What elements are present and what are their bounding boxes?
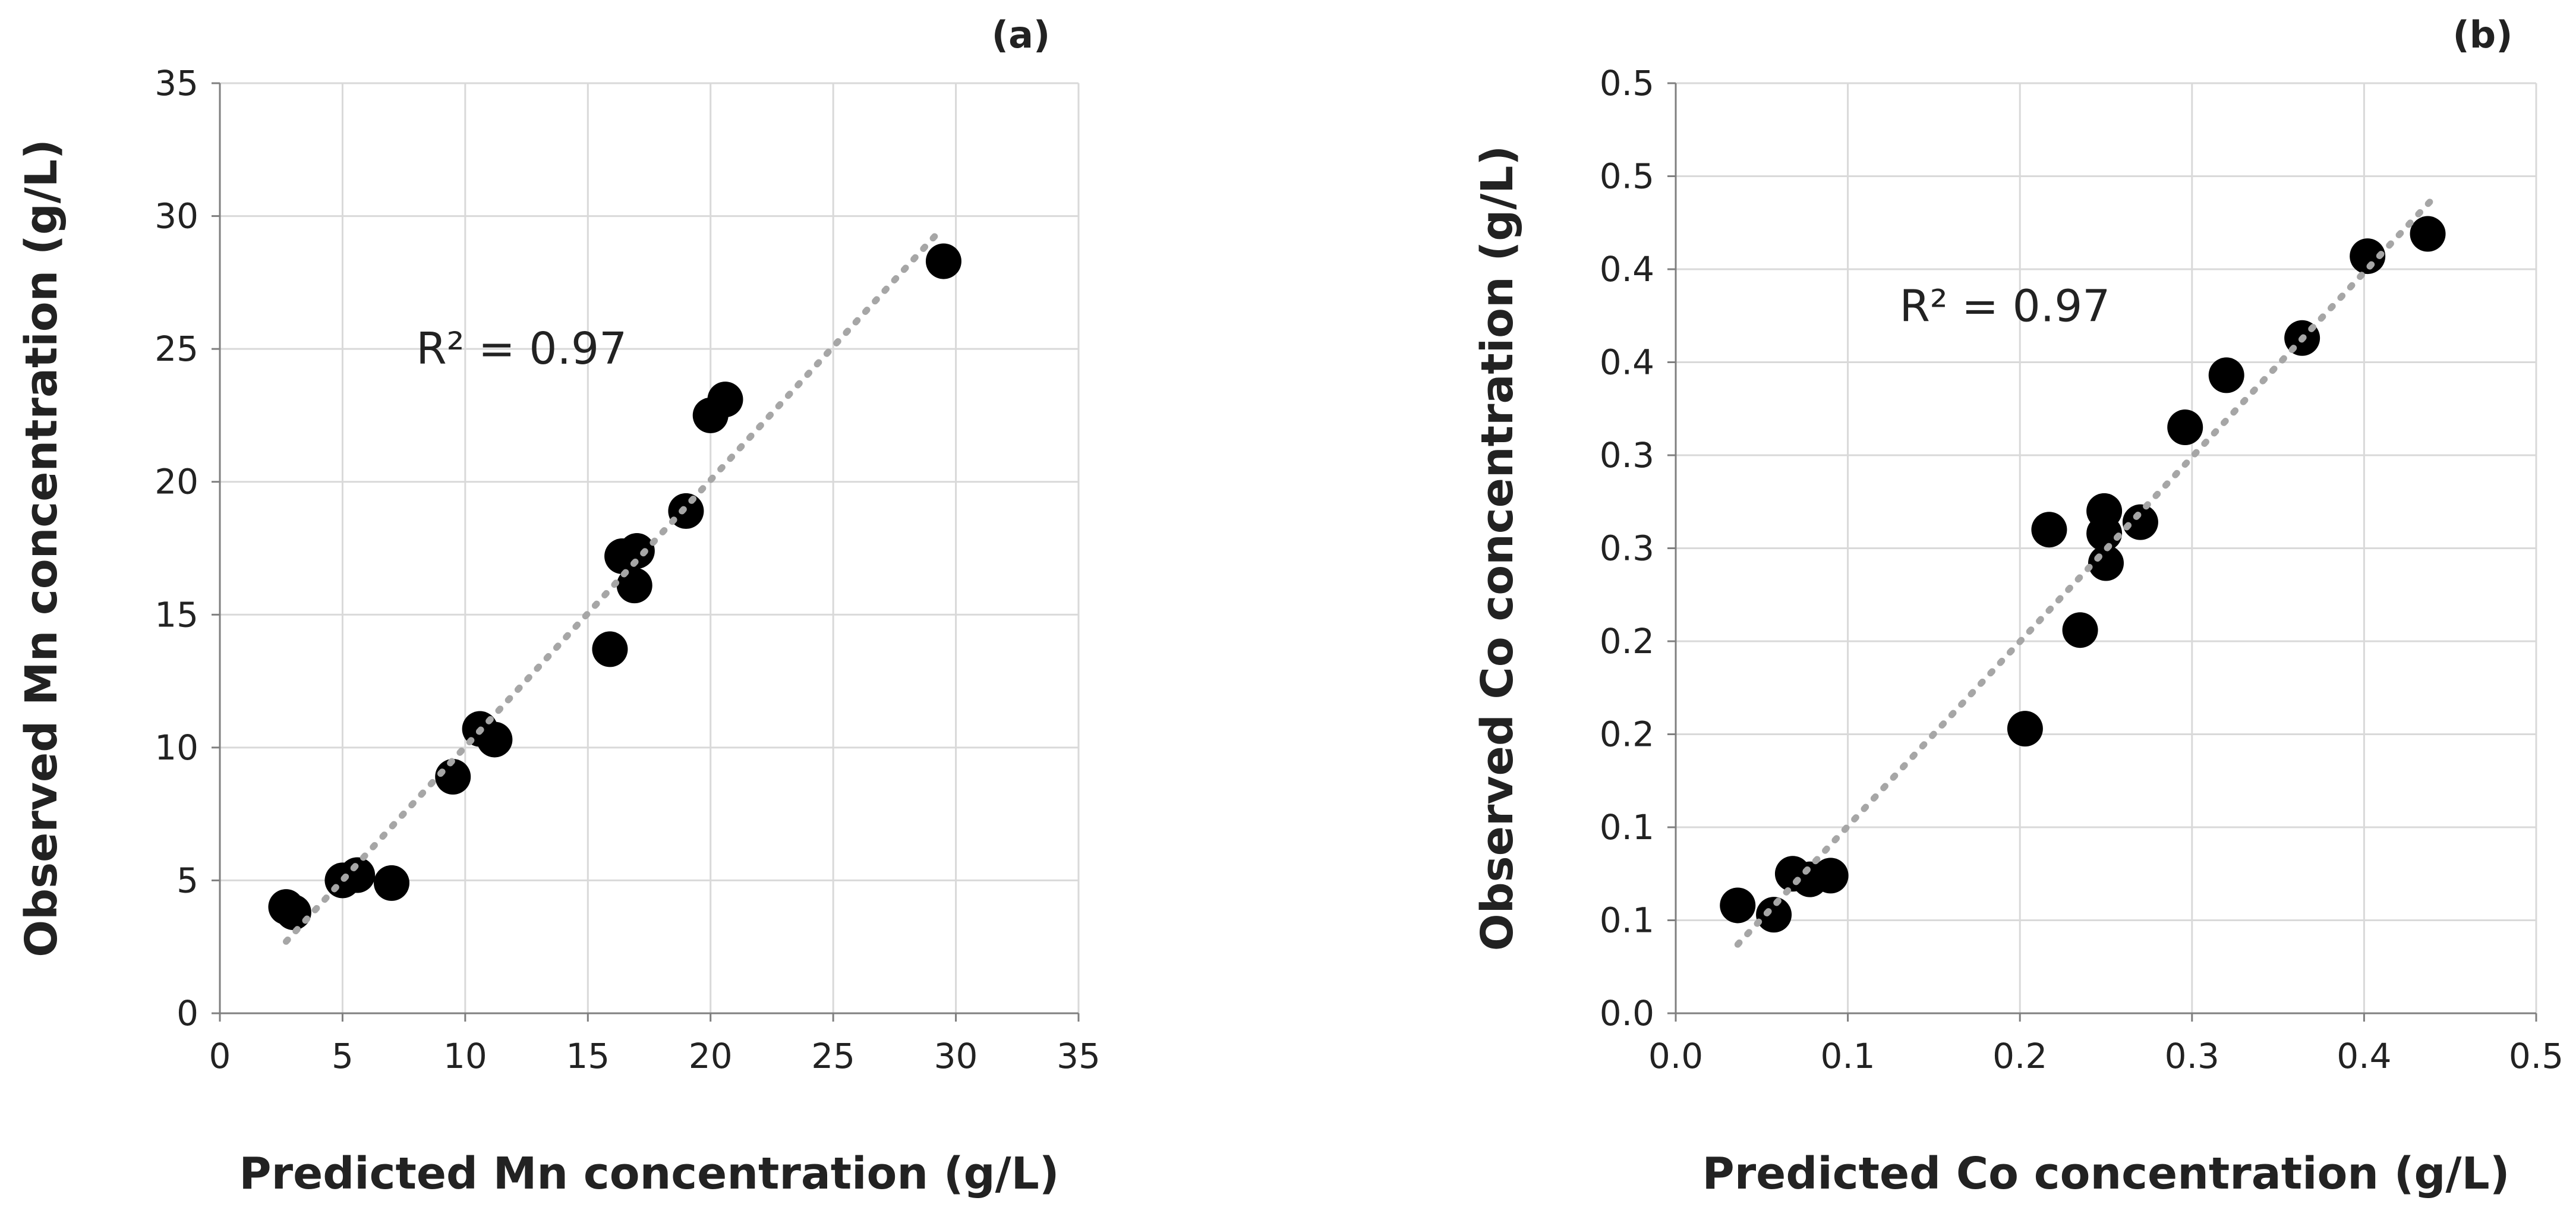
y-tick-label: 0.5: [1600, 63, 1654, 103]
y-tick-label: 20: [155, 462, 198, 502]
data-point: [435, 759, 471, 795]
data-point: [592, 631, 628, 667]
y-tick-label: 0: [176, 993, 198, 1033]
y-axis-title: Observed Co concentration (g/L): [1472, 146, 1523, 951]
data-point: [2350, 238, 2386, 275]
x-axis-title: Predicted Co concentration (g/L): [1702, 1148, 2509, 1199]
x-tick-label: 30: [934, 1036, 978, 1076]
y-tick-label: 25: [155, 329, 198, 369]
x-axis-title: Predicted Mn concentration (g/L): [239, 1148, 1059, 1199]
data-point: [619, 532, 655, 569]
r-squared-annotation: R² = 0.97: [1899, 281, 2110, 332]
data-point: [2086, 515, 2123, 552]
data-point: [477, 721, 513, 758]
y-tick-label: 0.1: [1600, 900, 1654, 941]
trendline: [1734, 195, 2436, 948]
y-tick-label: 0.4: [1600, 249, 1654, 289]
x-tick-label: 0: [209, 1036, 231, 1076]
y-tick-label: 5: [176, 860, 198, 900]
data-point: [339, 857, 376, 893]
y-tick-label: 0.1: [1600, 807, 1654, 847]
x-tick-label: 0.4: [2337, 1036, 2391, 1076]
data-point: [2007, 711, 2043, 747]
x-tick-label: 0.1: [1820, 1036, 1875, 1076]
data-point: [1756, 897, 1792, 933]
data-point: [2031, 512, 2067, 548]
chart-panel-a: 0 5 10 15 20 25 30 35 0 5 10 15 20 25 30 35 R² = 0.97 (a)…: [16, 13, 1101, 1199]
x-tick-label: 5: [332, 1036, 354, 1076]
x-tick-label: 20: [689, 1036, 733, 1076]
y-tick-label: 0.0: [1600, 993, 1654, 1033]
data-point: [1812, 858, 1849, 894]
panel-label: (a): [992, 13, 1051, 56]
y-tick-label: 30: [155, 196, 198, 237]
data-point: [1720, 887, 1756, 924]
data-point: [707, 382, 743, 418]
x-tick-label: 0.5: [2509, 1036, 2564, 1076]
r-squared-annotation: R² = 0.97: [416, 323, 627, 374]
data-point: [925, 243, 961, 279]
y-tick-label: 10: [155, 727, 198, 768]
y-tick-label: 15: [155, 594, 198, 635]
data-point: [2062, 612, 2098, 648]
y-tick-label: 0.2: [1600, 621, 1654, 661]
x-tick-label: 0.2: [1992, 1036, 2047, 1076]
data-point: [2122, 504, 2158, 540]
y-tick-label: 35: [155, 63, 198, 103]
data-point: [2410, 216, 2446, 252]
y-tick-label: 0.3: [1600, 528, 1654, 569]
panel-label: (b): [2452, 13, 2512, 56]
y-tick-label: 0.4: [1600, 342, 1654, 383]
x-tick-label: 0.3: [2165, 1036, 2219, 1076]
x-tick-label: 10: [443, 1036, 487, 1076]
data-point: [2167, 409, 2203, 446]
y-axis-title: Observed Mn concentration (g/L): [16, 139, 67, 957]
data-point: [275, 894, 311, 931]
x-tick-label: 15: [566, 1036, 610, 1076]
y-tick-label: 0.2: [1600, 714, 1654, 755]
x-tick-label: 0.0: [1648, 1036, 1703, 1076]
y-tick-label: 0.5: [1600, 156, 1654, 197]
y-tick-label: 0.3: [1600, 435, 1654, 475]
x-tick-label: 35: [1057, 1036, 1101, 1076]
trendline: [282, 231, 940, 945]
chart-panel-b: 0.0 0.1 0.2 0.3 0.4 0.5 0.0 0.1 0.1 0.2 0.2 0.3 0.3 0…: [1472, 13, 2564, 1199]
data-point: [374, 865, 409, 901]
data-point: [2208, 357, 2244, 393]
x-tick-label: 25: [811, 1036, 855, 1076]
